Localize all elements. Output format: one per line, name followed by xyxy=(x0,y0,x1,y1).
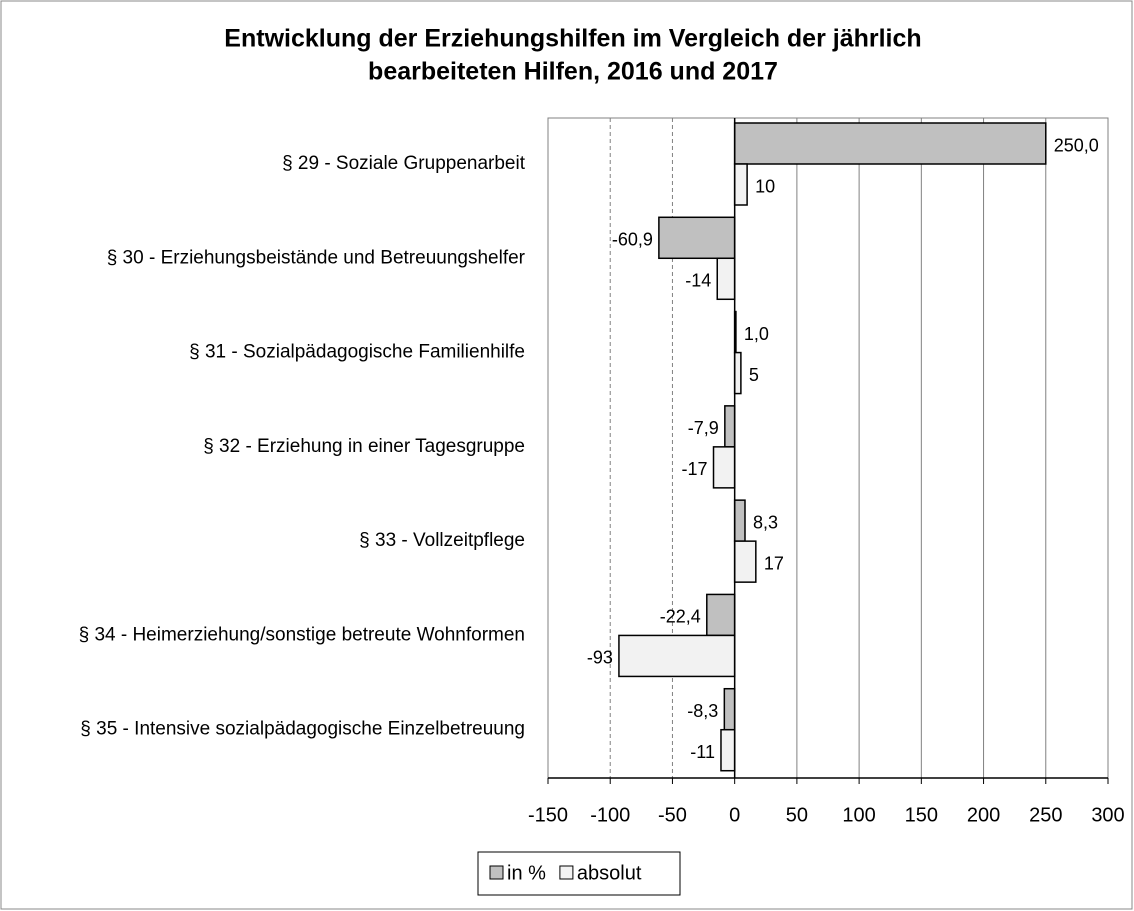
value-label: 8,3 xyxy=(753,512,778,532)
value-label: -22,4 xyxy=(660,607,701,627)
x-tick-label: -150 xyxy=(528,804,568,826)
bar xyxy=(706,593,736,637)
category-label: § 31 - Sozialpädagogische Familienhilfe xyxy=(189,342,525,363)
bar xyxy=(712,446,736,489)
legend-swatch xyxy=(489,865,504,880)
bar xyxy=(658,216,736,260)
value-label: -7,9 xyxy=(688,418,719,438)
category-label: § 29 - Soziale Gruppenarbeit xyxy=(282,153,526,174)
legend-box xyxy=(477,851,681,896)
value-label: 17 xyxy=(764,553,784,573)
bar xyxy=(733,122,1047,165)
plot-area xyxy=(547,117,1109,779)
category-label: § 30 - Erziehungsbeistände und Betreuung… xyxy=(107,247,526,268)
x-tick-label: -100 xyxy=(590,804,630,826)
category-label: § 32 - Erziehung in einer Tagesgruppe xyxy=(203,436,525,457)
x-tick-label: 100 xyxy=(842,804,875,826)
value-label: -14 xyxy=(685,271,711,291)
legend-swatch xyxy=(559,865,574,880)
bar xyxy=(716,257,736,301)
bar xyxy=(723,687,736,731)
bar xyxy=(733,540,757,583)
chart-title: bearbeiteten Hilfen, 2016 und 2017 xyxy=(368,58,778,86)
value-label: -11 xyxy=(690,742,715,762)
value-label: 250,0 xyxy=(1054,135,1099,155)
x-tick-label: 300 xyxy=(1091,804,1124,826)
bar xyxy=(733,499,746,542)
x-tick-label: 250 xyxy=(1029,804,1062,826)
value-label: -8,3 xyxy=(687,701,718,721)
x-tick-label: 0 xyxy=(729,804,740,826)
bar xyxy=(733,163,748,206)
category-label: § 33 - Vollzeitpflege xyxy=(359,530,525,551)
bar xyxy=(724,405,736,448)
value-label: 10 xyxy=(755,176,775,196)
x-tick-label: 200 xyxy=(967,804,1000,826)
value-label: -93 xyxy=(587,648,613,668)
bar xyxy=(720,728,736,772)
legend-label: in % xyxy=(507,862,546,884)
x-tick-label: -50 xyxy=(658,804,687,826)
category-label: § 35 - Intensive sozialpädagogische Einz… xyxy=(80,719,525,740)
category-label: § 34 - Heimerziehung/sonstige betreute W… xyxy=(79,624,525,645)
chart-title: Entwicklung der Erziehungshilfen im Verg… xyxy=(224,25,921,53)
x-tick-label: 150 xyxy=(905,804,938,826)
value-label: -60,9 xyxy=(612,230,653,250)
value-label: 1,0 xyxy=(744,324,769,344)
x-tick-label: 50 xyxy=(786,804,808,826)
bar xyxy=(733,351,742,395)
legend-label: absolut xyxy=(577,862,642,884)
value-label: 5 xyxy=(749,365,759,385)
bar xyxy=(618,634,736,678)
value-label: -17 xyxy=(681,459,707,479)
